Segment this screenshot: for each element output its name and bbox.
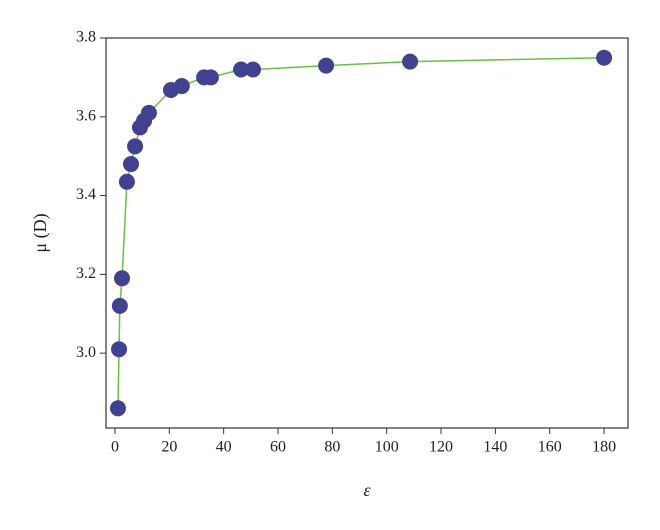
data-point bbox=[111, 341, 128, 358]
x-tick-label: 60 bbox=[270, 439, 286, 456]
x-tick-label: 120 bbox=[429, 439, 453, 456]
data-point bbox=[596, 49, 613, 66]
data-point bbox=[127, 138, 144, 155]
data-point bbox=[114, 270, 131, 287]
x-tick-label: 100 bbox=[375, 439, 399, 456]
data-point bbox=[109, 400, 126, 417]
x-tick-label: 80 bbox=[324, 439, 340, 456]
data-point bbox=[140, 104, 157, 121]
y-tick-label: 3.0 bbox=[76, 344, 96, 361]
data-point bbox=[402, 53, 419, 70]
series-line bbox=[117, 56, 605, 409]
x-tick-label: 20 bbox=[161, 439, 177, 456]
y-tick-label: 3.6 bbox=[76, 107, 96, 124]
y-tick-label: 3.8 bbox=[76, 29, 96, 46]
data-point bbox=[173, 78, 190, 95]
y-tick-label: 3.4 bbox=[76, 186, 96, 203]
x-tick-label: 160 bbox=[538, 439, 562, 456]
y-tick-label: 3.2 bbox=[76, 265, 96, 282]
data-point bbox=[202, 69, 219, 86]
x-tick-label: 180 bbox=[592, 439, 616, 456]
x-tick-label: 0 bbox=[111, 439, 119, 456]
y-axis-label: μ (D) bbox=[30, 213, 51, 252]
x-tick-label: 40 bbox=[216, 439, 232, 456]
x-tick-label: 140 bbox=[483, 439, 507, 456]
data-point bbox=[111, 297, 128, 314]
data-point bbox=[118, 173, 135, 190]
data-point bbox=[245, 61, 262, 78]
x-axis-label: ε bbox=[363, 480, 371, 500]
plot-frame bbox=[105, 37, 629, 429]
data-point bbox=[122, 156, 139, 173]
data-point bbox=[233, 61, 250, 78]
data-point bbox=[318, 57, 335, 74]
